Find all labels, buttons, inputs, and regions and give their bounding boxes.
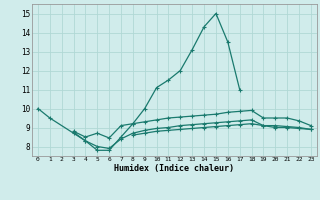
X-axis label: Humidex (Indice chaleur): Humidex (Indice chaleur) [115,164,234,173]
